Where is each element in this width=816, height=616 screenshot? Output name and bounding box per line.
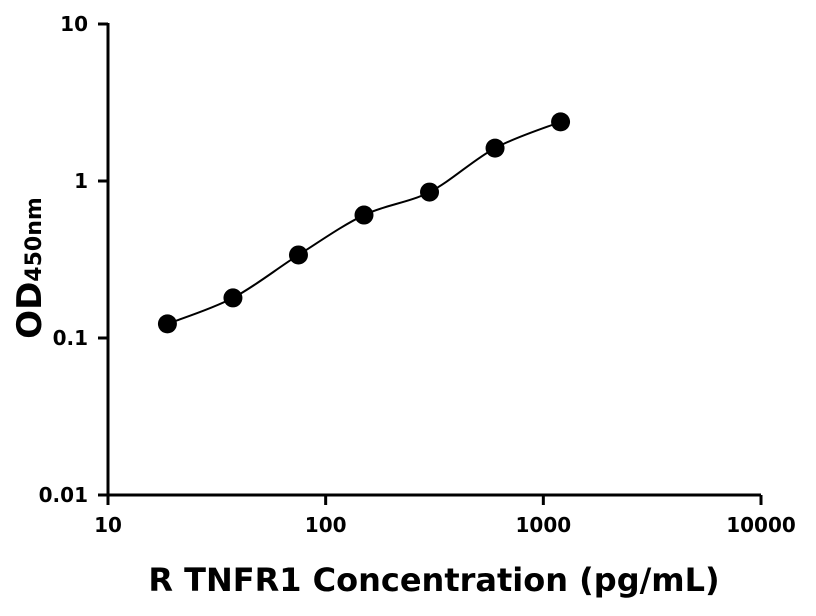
y-axis-label-main: OD [10, 282, 50, 339]
y-axis-label: OD450nm [10, 197, 50, 339]
data-point [157, 314, 177, 334]
x-axis-label: R TNFR1 Concentration (pg/mL) [148, 561, 719, 599]
data-point [354, 205, 374, 225]
x-tick-label: 10000 [726, 513, 796, 537]
x-tick-label: 100 [305, 513, 347, 537]
y-tick-label: 1 [74, 169, 88, 193]
data-point [551, 112, 571, 132]
data-point [485, 138, 505, 158]
data-point [288, 245, 308, 265]
data-point [223, 288, 243, 308]
y-tick-labels: 0.01 0.1 1 10 [39, 12, 88, 507]
axes [98, 22, 763, 505]
x-tick-label: 10 [94, 513, 122, 537]
x-tick-label: 1000 [515, 513, 571, 537]
data-point [420, 182, 440, 202]
y-axis-label-subscript: 450nm [22, 197, 47, 282]
y-tick-label: 10 [60, 12, 88, 36]
data-points [157, 112, 571, 334]
x-tick-labels: 10 100 1000 10000 [94, 513, 796, 537]
y-tick-label: 0.1 [53, 326, 88, 350]
y-tick-label: 0.01 [39, 483, 88, 507]
